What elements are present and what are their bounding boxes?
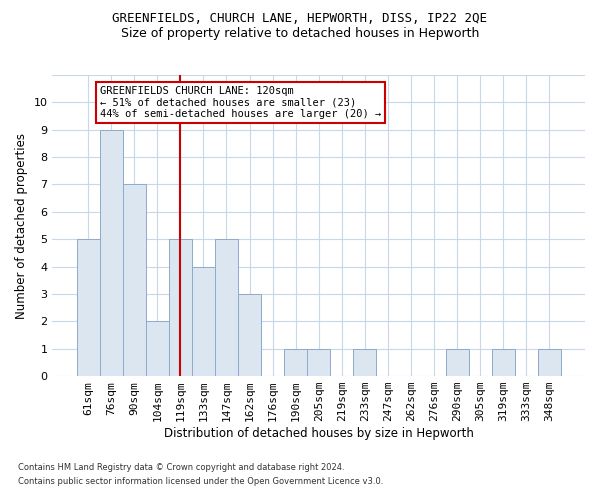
Bar: [446, 348, 469, 376]
Bar: [538, 348, 561, 376]
Text: Contains HM Land Registry data © Crown copyright and database right 2024.: Contains HM Land Registry data © Crown c…: [18, 464, 344, 472]
Bar: [284, 348, 307, 376]
Bar: [215, 239, 238, 376]
Bar: [491, 348, 515, 376]
Y-axis label: Number of detached properties: Number of detached properties: [15, 132, 28, 318]
Bar: [169, 239, 192, 376]
Bar: [192, 266, 215, 376]
Text: Size of property relative to detached houses in Hepworth: Size of property relative to detached ho…: [121, 28, 479, 40]
Text: GREENFIELDS CHURCH LANE: 120sqm
← 51% of detached houses are smaller (23)
44% of: GREENFIELDS CHURCH LANE: 120sqm ← 51% of…: [100, 86, 381, 119]
Bar: [123, 184, 146, 376]
Bar: [307, 348, 330, 376]
Bar: [77, 239, 100, 376]
Bar: [146, 322, 169, 376]
Text: Contains public sector information licensed under the Open Government Licence v3: Contains public sector information licen…: [18, 477, 383, 486]
X-axis label: Distribution of detached houses by size in Hepworth: Distribution of detached houses by size …: [164, 427, 473, 440]
Text: GREENFIELDS, CHURCH LANE, HEPWORTH, DISS, IP22 2QE: GREENFIELDS, CHURCH LANE, HEPWORTH, DISS…: [113, 12, 487, 26]
Bar: [100, 130, 123, 376]
Bar: [238, 294, 261, 376]
Bar: [353, 348, 376, 376]
